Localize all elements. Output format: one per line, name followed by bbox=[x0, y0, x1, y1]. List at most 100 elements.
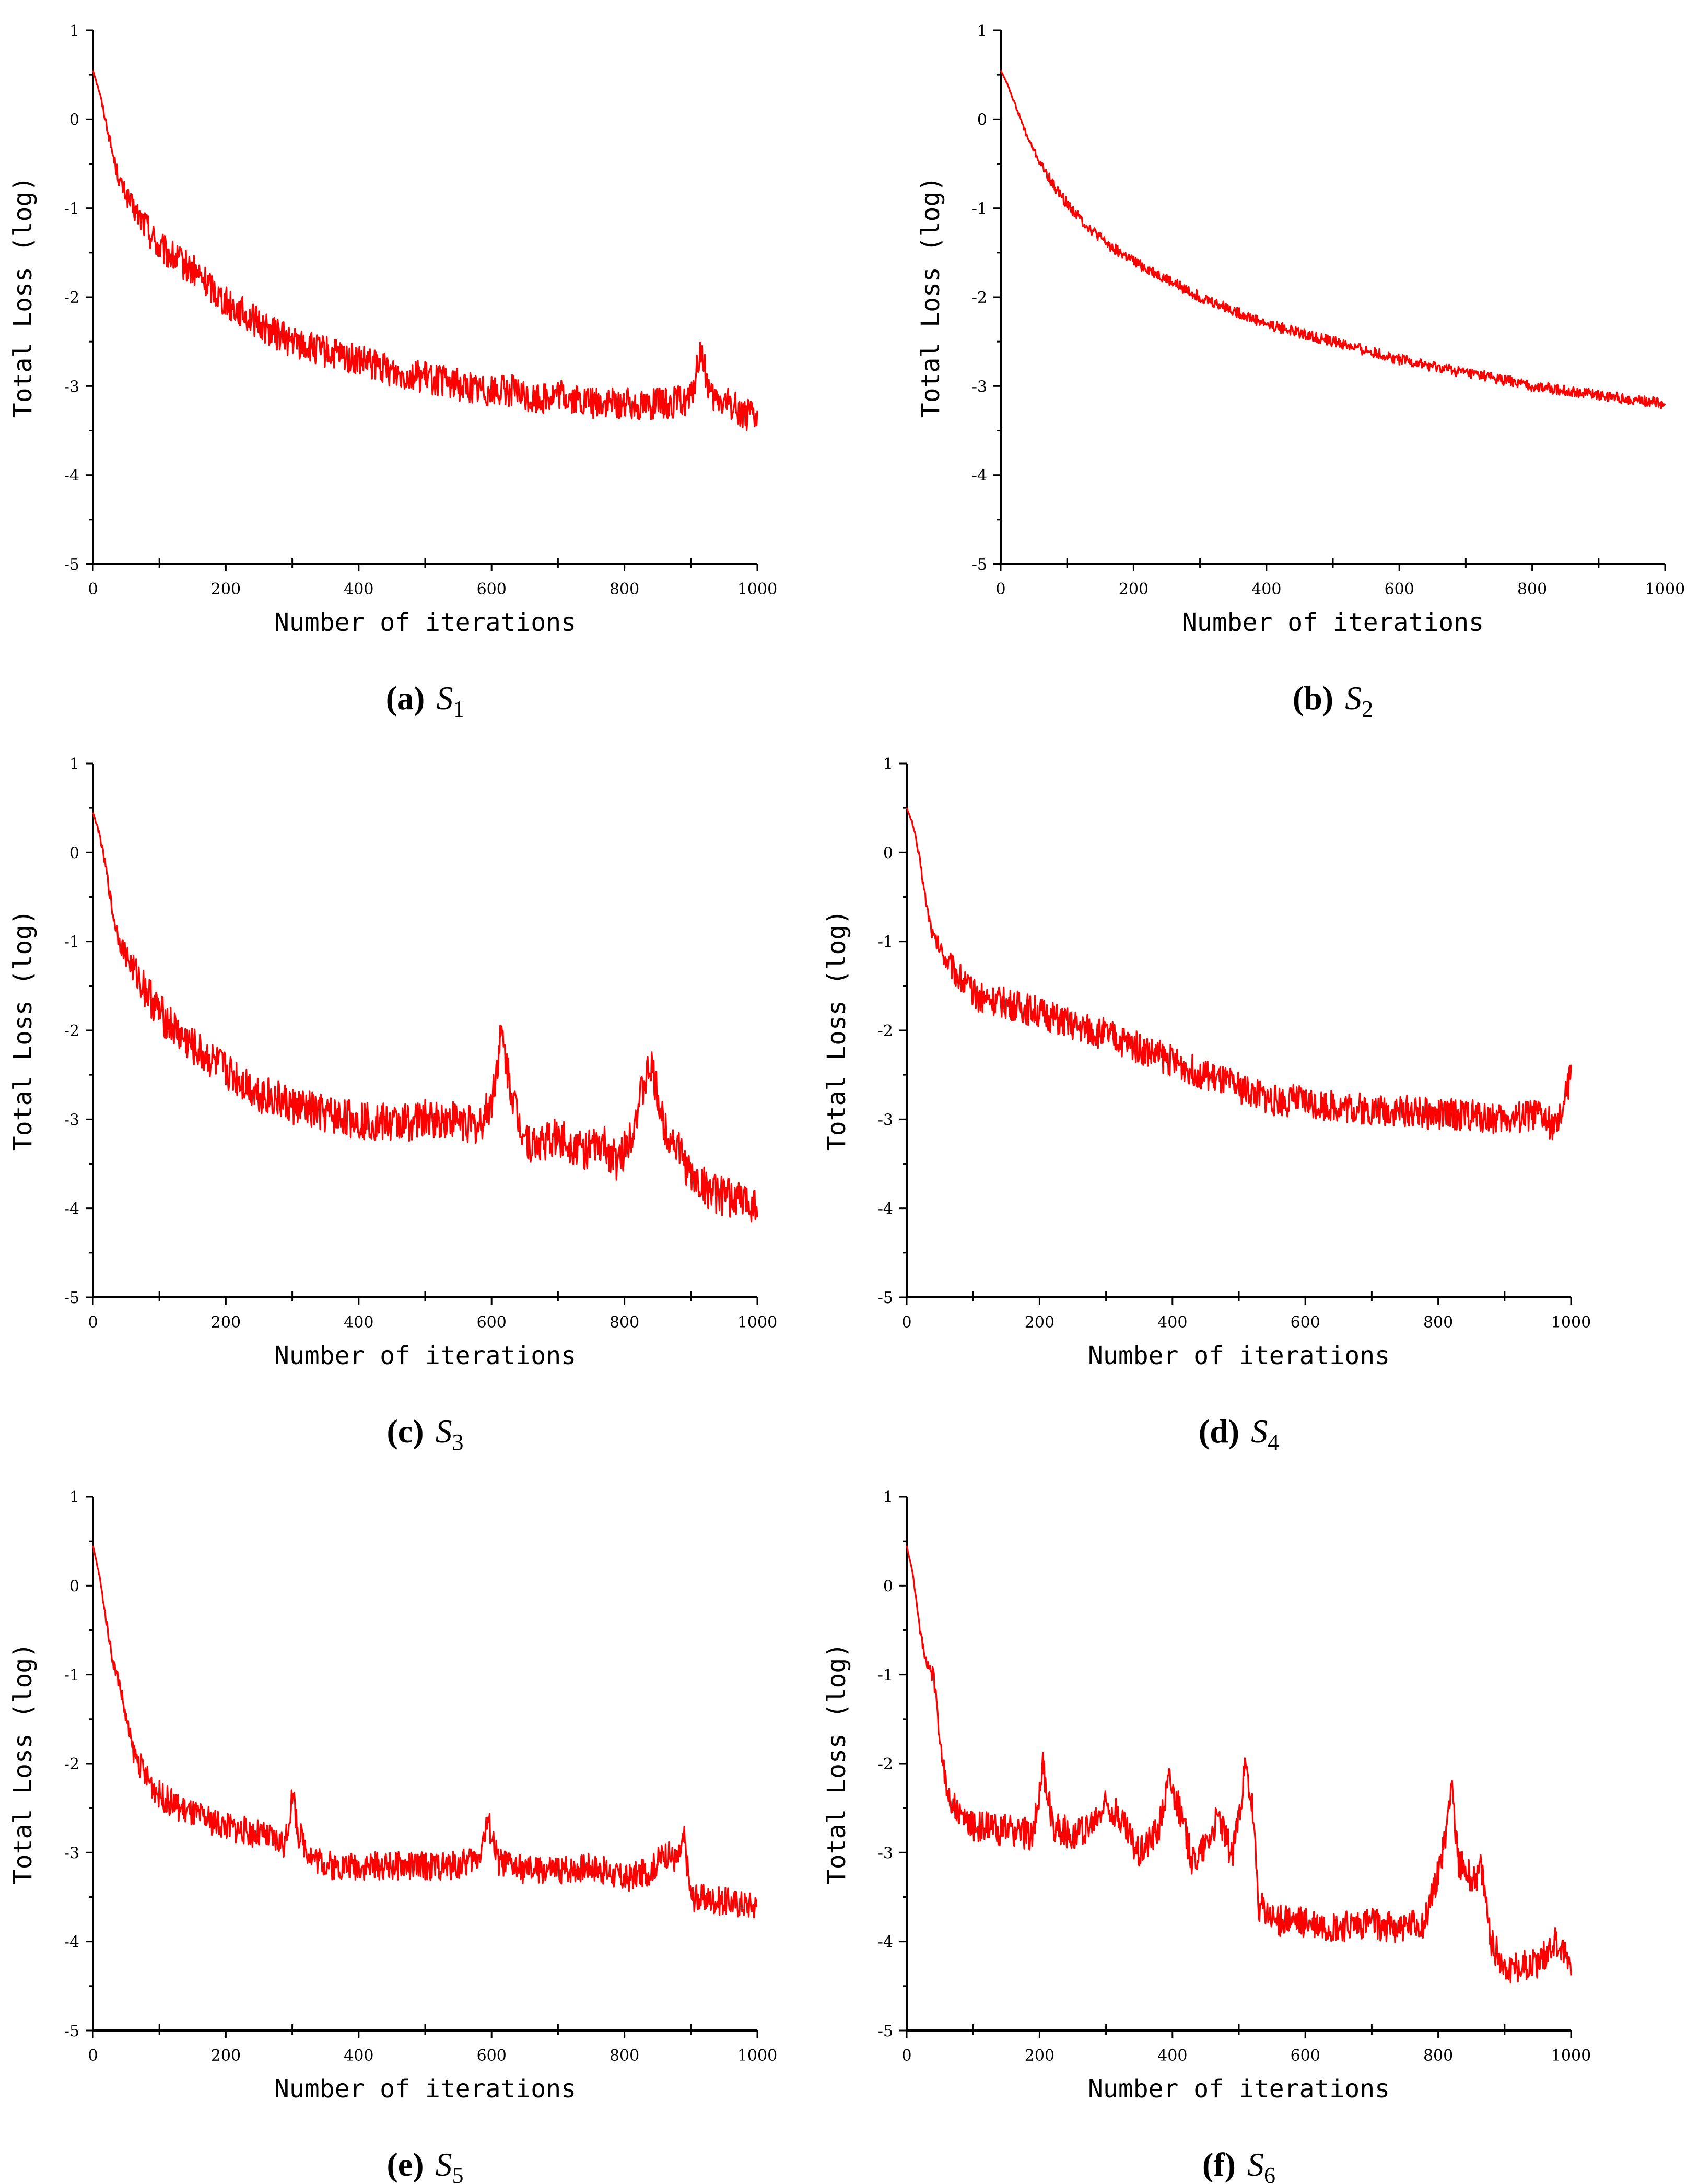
y-tick-label: -1 bbox=[64, 1666, 79, 1685]
panel-caption: (c) S3 bbox=[386, 1413, 463, 1455]
caption-letter: (f) bbox=[1202, 2146, 1236, 2183]
x-tick-label: 1000 bbox=[1645, 580, 1685, 598]
y-tick-label: -5 bbox=[878, 1289, 893, 1307]
caption-symbol: S bbox=[1251, 1413, 1268, 1450]
y-tick-label: -1 bbox=[878, 1666, 893, 1685]
x-tick-label: 600 bbox=[477, 1313, 507, 1332]
x-axis-label: Number of iterations bbox=[1088, 1341, 1390, 1370]
x-tick-label: 200 bbox=[211, 1313, 241, 1332]
x-tick-label: 600 bbox=[1385, 580, 1414, 598]
y-tick-label: 1 bbox=[69, 22, 79, 40]
y-tick-label: 1 bbox=[69, 755, 79, 773]
panel-caption: (e) S5 bbox=[386, 2146, 463, 2184]
y-tick-label: -5 bbox=[878, 2022, 893, 2040]
y-tick-label: 1 bbox=[883, 1488, 893, 1507]
y-tick-label: -5 bbox=[64, 2022, 79, 2040]
x-tick-label: 400 bbox=[344, 2047, 373, 2065]
chart-panel-c: 1 0 -1 -2 -3 -4 -5 0 200 400 600 800 1000 Number of i… bbox=[8, 755, 777, 1455]
y-tick-label: 0 bbox=[883, 844, 893, 862]
x-tick-label: 1000 bbox=[737, 580, 777, 598]
y-tick-label: -2 bbox=[64, 1022, 79, 1040]
x-tick-label: 400 bbox=[1251, 580, 1281, 598]
y-tick-label: -5 bbox=[64, 1289, 79, 1307]
caption-subscript: 4 bbox=[1268, 1429, 1279, 1455]
caption-subscript: 2 bbox=[1362, 696, 1373, 722]
x-tick-label: 0 bbox=[901, 1313, 911, 1332]
x-tick-label: 0 bbox=[88, 1313, 98, 1332]
x-tick-label: 400 bbox=[344, 580, 373, 598]
y-tick-label: 1 bbox=[883, 755, 893, 773]
caption-letter: (b) bbox=[1293, 679, 1333, 717]
y-tick-label: -2 bbox=[64, 289, 79, 307]
series-line-total-loss bbox=[906, 807, 1572, 1141]
x-tick-label: 600 bbox=[477, 580, 507, 598]
y-tick-label: -5 bbox=[64, 556, 79, 574]
x-tick-label: 400 bbox=[1157, 1313, 1187, 1332]
panel-caption: (f) S6 bbox=[1202, 2146, 1275, 2184]
x-tick-label: 1000 bbox=[737, 1313, 777, 1332]
y-tick-label: -3 bbox=[64, 378, 79, 396]
y-tick-label: 0 bbox=[69, 844, 79, 862]
caption-symbol: S bbox=[1345, 679, 1362, 717]
y-tick-label: -2 bbox=[64, 1755, 79, 1774]
y-tick-label: -1 bbox=[64, 200, 79, 218]
x-axis-label: Number of iterations bbox=[1182, 608, 1484, 637]
x-tick-label: 600 bbox=[1291, 1313, 1320, 1332]
series-line-total-loss bbox=[92, 812, 758, 1223]
caption-subscript: 6 bbox=[1264, 2163, 1275, 2184]
y-tick-label: -3 bbox=[878, 1844, 893, 1862]
y-tick-label: -4 bbox=[878, 1200, 893, 1218]
chart-panel-b: 1 0 -1 -2 -3 -4 -5 0 200 400 600 800 1000 Number of i… bbox=[916, 22, 1685, 722]
x-tick-label: 200 bbox=[211, 2047, 241, 2065]
panel-caption: (a) S1 bbox=[386, 679, 465, 722]
panel-caption: (b) S2 bbox=[1293, 679, 1373, 722]
chart-panel-f: 1 0 -1 -2 -3 -4 -5 0 200 400 600 800 1000 Number of i… bbox=[822, 1488, 1591, 2184]
panel-caption: (d) S4 bbox=[1199, 1413, 1279, 1455]
x-tick-label: 0 bbox=[88, 580, 98, 598]
y-tick-label: -4 bbox=[878, 1933, 893, 1952]
y-tick-label: 1 bbox=[69, 1488, 79, 1507]
x-tick-label: 1000 bbox=[1551, 2047, 1591, 2065]
y-tick-label: -3 bbox=[64, 1844, 79, 1862]
caption-symbol: S bbox=[436, 679, 453, 717]
y-tick-label: 0 bbox=[69, 1577, 79, 1595]
caption-subscript: 5 bbox=[452, 2163, 464, 2184]
x-tick-label: 400 bbox=[344, 1313, 373, 1332]
y-tick-label: 0 bbox=[883, 1577, 893, 1595]
caption-letter: (a) bbox=[386, 679, 425, 717]
y-tick-label: -3 bbox=[878, 1111, 893, 1129]
caption-letter: (e) bbox=[386, 2146, 424, 2183]
x-tick-label: 800 bbox=[610, 1313, 639, 1332]
series-line-total-loss bbox=[92, 1545, 758, 1919]
caption-subscript: 3 bbox=[452, 1429, 464, 1455]
caption-subscript: 1 bbox=[453, 696, 464, 722]
y-tick-label: -2 bbox=[972, 289, 987, 307]
y-axis-label: Total Loss (log) bbox=[822, 1643, 851, 1884]
x-tick-label: 800 bbox=[1423, 1313, 1453, 1332]
y-tick-label: -4 bbox=[64, 1200, 79, 1218]
x-tick-label: 0 bbox=[901, 2047, 911, 2065]
y-tick-label: -4 bbox=[972, 467, 987, 485]
x-tick-label: 1000 bbox=[1551, 1313, 1591, 1332]
y-tick-label: -3 bbox=[64, 1111, 79, 1129]
x-axis-label: Number of iterations bbox=[274, 608, 576, 637]
y-tick-label: -3 bbox=[972, 378, 987, 396]
x-tick-label: 800 bbox=[610, 580, 639, 598]
y-axis-label: Total Loss (log) bbox=[8, 177, 38, 418]
caption-letter: (c) bbox=[386, 1413, 424, 1450]
x-axis-label: Number of iterations bbox=[1088, 2074, 1390, 2104]
x-tick-label: 600 bbox=[477, 2047, 507, 2065]
caption-symbol: S bbox=[436, 1413, 452, 1450]
y-axis-label: Total Loss (log) bbox=[916, 177, 945, 418]
x-tick-label: 1000 bbox=[737, 2047, 777, 2065]
series-line-total-loss bbox=[92, 70, 758, 431]
caption-letter: (d) bbox=[1199, 1413, 1239, 1450]
y-axis-label: Total Loss (log) bbox=[8, 910, 38, 1151]
x-tick-label: 800 bbox=[1517, 580, 1547, 598]
y-tick-label: -2 bbox=[878, 1022, 893, 1040]
series-line-total-loss bbox=[1000, 69, 1666, 410]
y-tick-label: -1 bbox=[972, 200, 987, 218]
caption-symbol: S bbox=[1247, 2146, 1264, 2183]
